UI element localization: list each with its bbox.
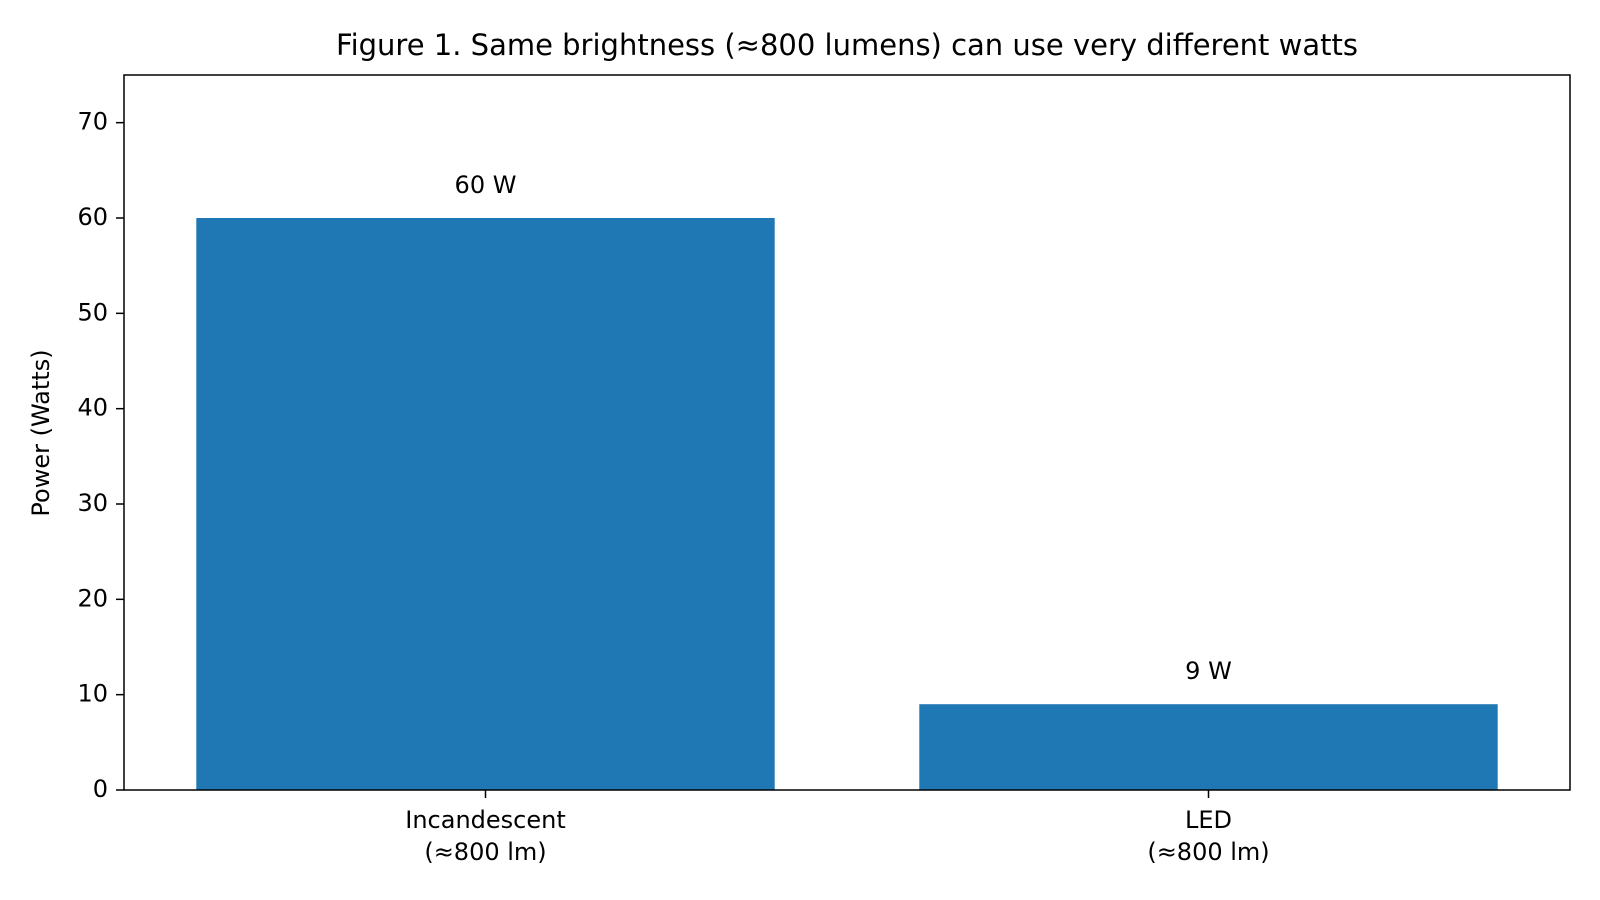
x-tick-label: LED (≈800 lm) <box>1147 806 1270 866</box>
chart-title: Figure 1. Same brightness (≈800 lumens) … <box>336 28 1358 62</box>
y-tick-label: 30 <box>77 489 108 517</box>
y-tick-label: 60 <box>77 203 108 231</box>
data-label: 9 W <box>1185 657 1232 685</box>
y-tick-label: 10 <box>77 680 108 708</box>
data-label: 60 W <box>455 171 517 199</box>
x-tick-label: Incandescent (≈800 lm) <box>405 806 566 866</box>
plot-frame <box>123 74 1571 791</box>
y-tick-label: 70 <box>77 108 108 136</box>
bar <box>919 704 1498 790</box>
y-tick-label: 50 <box>77 298 108 326</box>
y-tick-label: 40 <box>77 394 108 422</box>
bar <box>196 218 775 790</box>
y-tick-label: 0 <box>93 775 108 803</box>
y-tick-label: 20 <box>77 584 108 612</box>
y-axis-label: Power (Watts) <box>27 349 55 516</box>
